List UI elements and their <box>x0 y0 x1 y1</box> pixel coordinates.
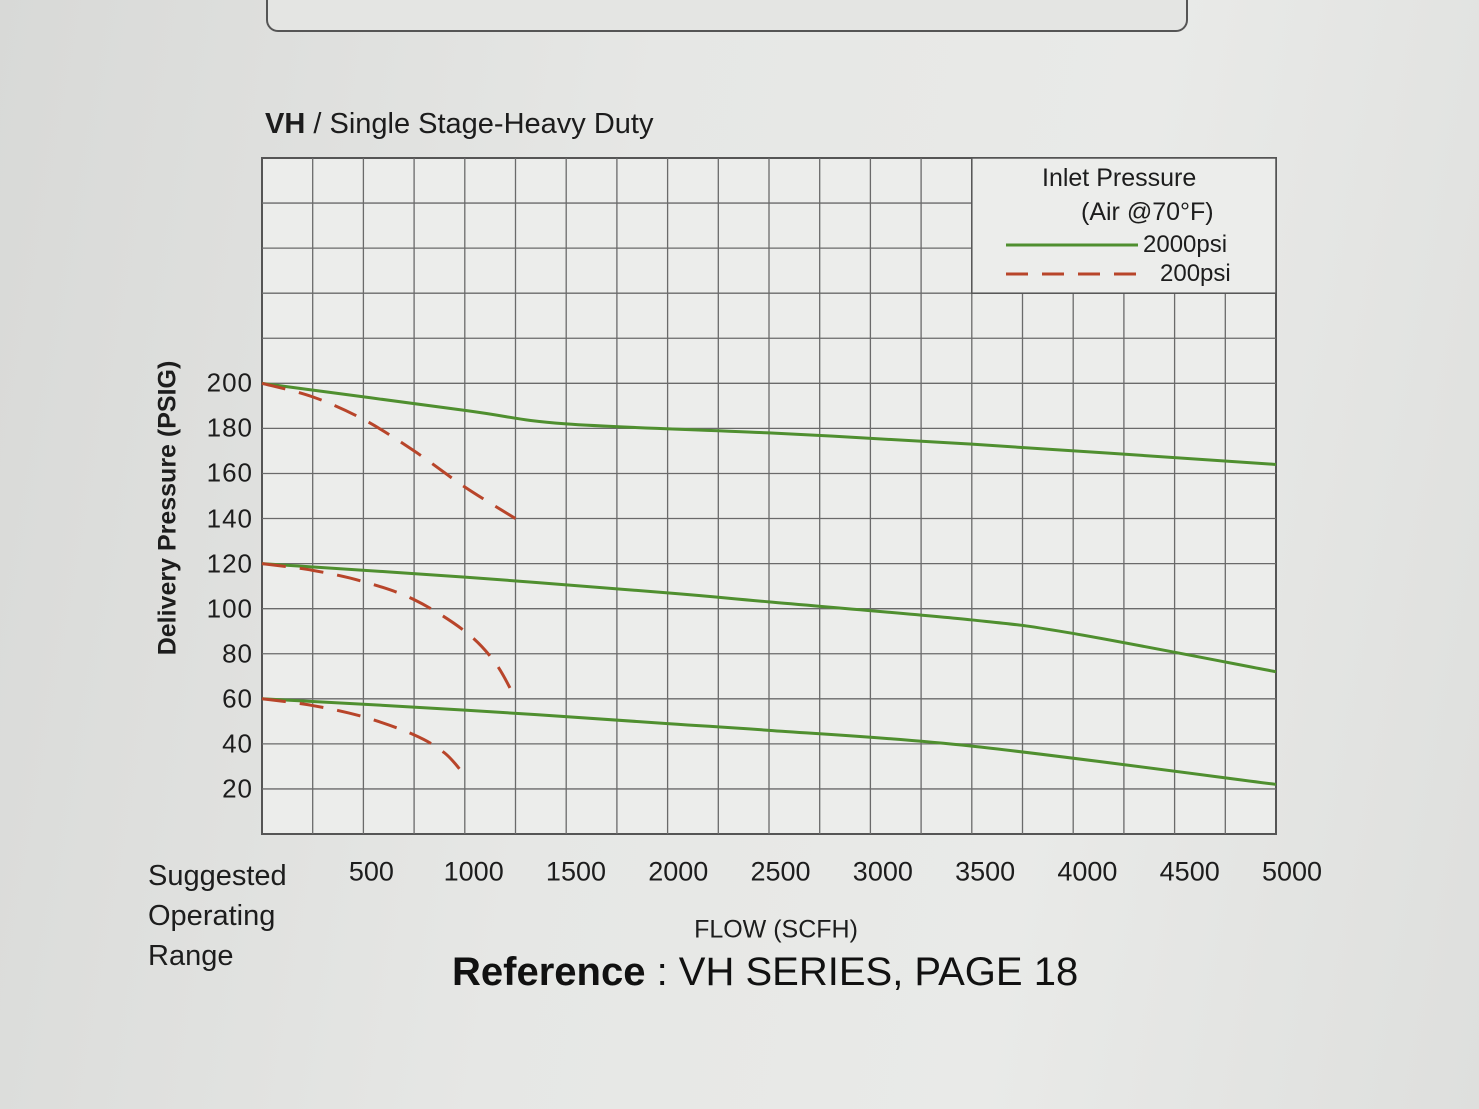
x-tick-label: 4000 <box>1057 856 1118 887</box>
x-tick-label: 2500 <box>750 856 811 887</box>
y-tick-label: 80 <box>222 638 253 669</box>
suggested-operating-range-label: Suggested Operating Range <box>148 856 287 976</box>
reference-value: : VH SERIES, PAGE 18 <box>656 950 1079 994</box>
series-line-2000psi <box>261 381 1277 466</box>
series-line-2000psi <box>261 562 1277 674</box>
range-label-line: Operating <box>148 900 276 932</box>
x-axis-label: FLOW (SCFH) <box>694 915 858 944</box>
x-tick-label: 1500 <box>545 856 607 887</box>
series-line-200psi <box>261 562 517 700</box>
y-tick-label: 100 <box>206 593 253 624</box>
legend-subtitle: (Air @70°F) <box>1081 198 1214 226</box>
y-tick-label: 120 <box>206 548 253 579</box>
y-tick-label: 180 <box>206 412 253 443</box>
y-tick-label: 160 <box>206 457 253 488</box>
range-label-line: Suggested <box>148 860 287 892</box>
range-label-line: Range <box>148 940 234 972</box>
x-tick-label: 3000 <box>852 856 913 887</box>
y-tick-label: 60 <box>222 683 253 714</box>
y-tick-label: 20 <box>222 773 253 804</box>
x-tick-label: 500 <box>348 856 394 887</box>
x-tick-label: 2000 <box>648 856 709 887</box>
y-tick-label: 140 <box>206 503 253 534</box>
reference-key: Reference <box>452 950 646 994</box>
legend-background <box>971 157 1277 294</box>
chart-title-model: VH <box>265 108 306 140</box>
legend-title: Inlet Pressure <box>1042 164 1197 192</box>
y-tick-label: 200 <box>206 367 253 398</box>
chart-title: VH / Single Stage-Heavy Duty <box>265 108 653 141</box>
series-line-2000psi <box>261 697 1277 786</box>
reference-note: Reference : VH SERIES, PAGE 18 <box>452 950 1078 995</box>
series-line-200psi <box>261 381 517 520</box>
series-layer <box>261 381 1277 786</box>
legend-entry-label: 2000psi <box>1143 231 1228 258</box>
series-line-200psi <box>261 697 466 777</box>
y-tick-label: 40 <box>222 728 253 759</box>
x-tick-label: 4500 <box>1159 856 1220 887</box>
x-tick-label: 1000 <box>443 856 504 887</box>
y-axis-label: Delivery Pressure (PSIG) <box>153 360 182 656</box>
legend-box <box>971 157 1277 294</box>
chart-title-text: / Single Stage-Heavy Duty <box>313 108 654 140</box>
previous-table-box <box>266 0 1188 32</box>
x-tick-label: 3500 <box>955 856 1016 887</box>
legend-entry-label: 200psi <box>1160 260 1231 287</box>
x-tick-label: 5000 <box>1261 856 1323 887</box>
